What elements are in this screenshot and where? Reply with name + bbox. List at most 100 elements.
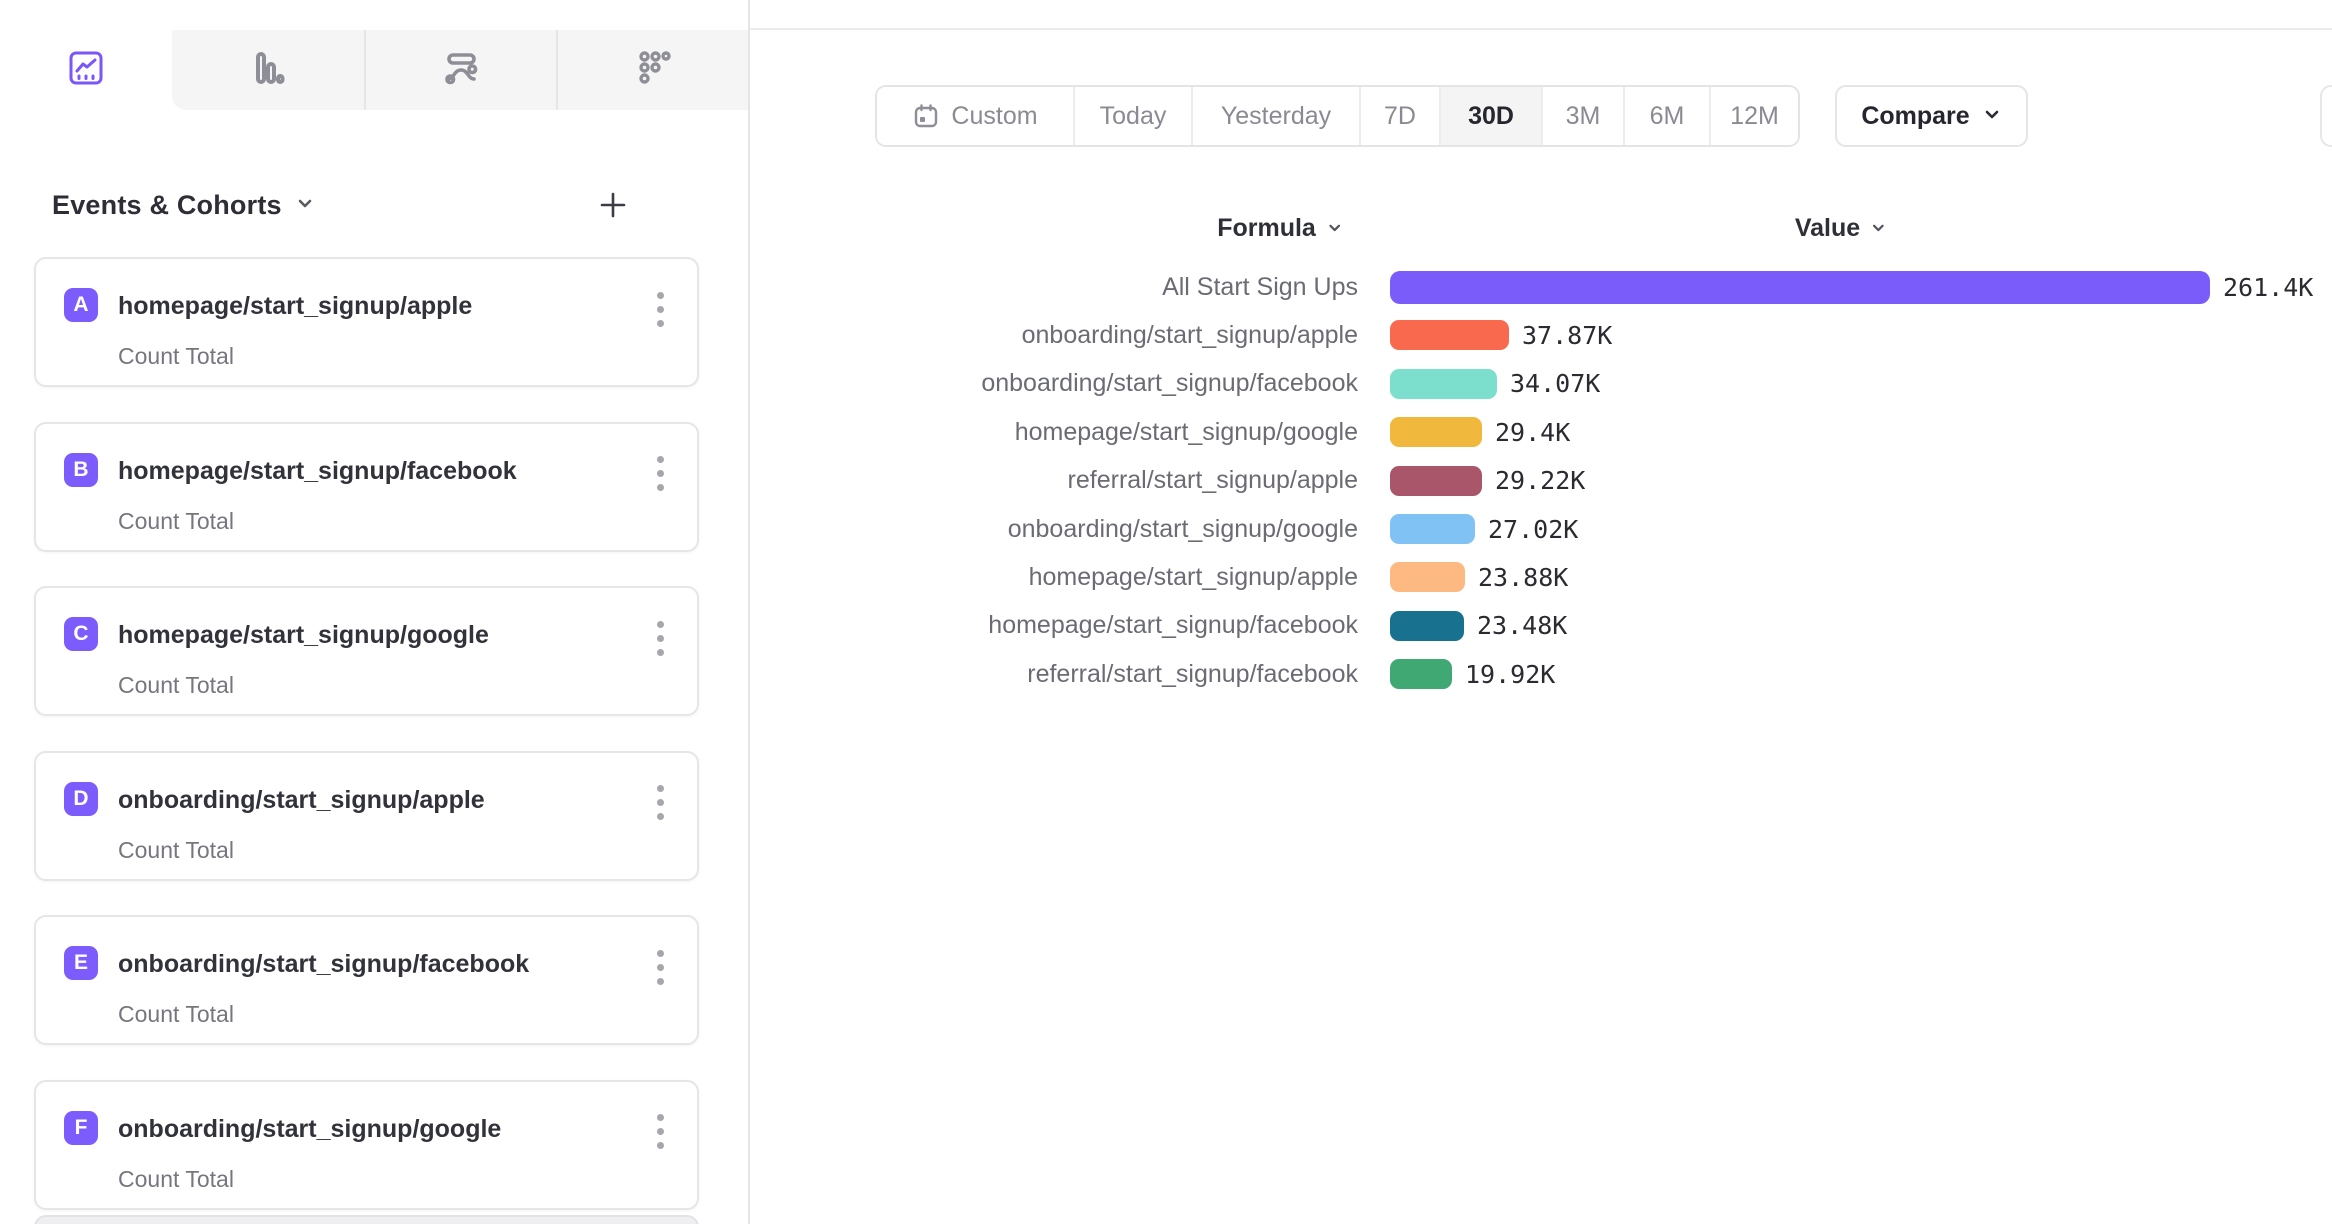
events-cohorts-title[interactable]: Events & Cohorts <box>52 189 282 220</box>
kebab-menu-icon[interactable] <box>645 287 675 331</box>
range-7d[interactable]: 7D <box>1359 87 1439 145</box>
bar-value-label: 29.22K <box>1495 466 1586 496</box>
range-label: 12M <box>1730 101 1779 130</box>
bar-value-label: 19.92K <box>1465 659 1556 689</box>
series-letter-badge: B <box>64 452 98 487</box>
bar-value-label: 261.4K <box>2223 272 2314 302</box>
bar-row: onboarding/start_signup/apple 37.87K <box>0 311 2332 359</box>
bar-area: 29.4K <box>1390 417 1571 448</box>
series-letter-badge: E <box>64 946 98 980</box>
kebab-menu-icon[interactable] <box>645 781 675 825</box>
range-label: 30D <box>1468 101 1514 130</box>
range-custom[interactable]: Custom <box>877 87 1073 145</box>
chevron-down-icon <box>1326 214 1343 243</box>
bar-value-label: 23.88K <box>1478 562 1569 592</box>
bar-value-label: 27.02K <box>1488 514 1579 544</box>
compare-button[interactable]: Compare <box>1835 85 2028 147</box>
flows-icon <box>441 48 481 93</box>
bar[interactable] <box>1390 368 1497 399</box>
value-column-header[interactable]: Value <box>1795 214 1887 243</box>
event-aggregation[interactable]: Count Total <box>118 1001 234 1027</box>
event-aggregation[interactable]: Count Total <box>118 836 234 863</box>
range-label: Today <box>1099 101 1167 130</box>
chevron-down-icon[interactable] <box>294 192 316 219</box>
bar-category-label[interactable]: referral/start_signup/apple <box>1067 466 1358 495</box>
tab-bar-chart[interactable] <box>172 30 364 110</box>
bar-value-label: 29.4K <box>1495 417 1571 447</box>
bar-chart-icon <box>248 48 288 93</box>
bar-category-label[interactable]: referral/start_signup/facebook <box>1027 659 1358 688</box>
range-12m[interactable]: 12M <box>1709 87 1798 145</box>
events-cohorts-header: Events & Cohorts <box>52 182 698 228</box>
bar-area: 27.02K <box>1390 514 1578 544</box>
kebab-menu-icon[interactable] <box>645 452 675 496</box>
bar-category-label[interactable]: All Start Sign Ups <box>1162 272 1358 301</box>
bar-row: onboarding/start_signup/facebook 34.07K <box>0 360 2332 408</box>
range-30d[interactable]: 30D <box>1439 87 1541 145</box>
formula-column-header[interactable]: Formula <box>1217 214 1343 243</box>
bar-category-label[interactable]: onboarding/start_signup/facebook <box>981 369 1358 398</box>
bar-value-label: 34.07K <box>1510 369 1601 399</box>
range-today[interactable]: Today <box>1073 87 1191 145</box>
event-aggregation[interactable]: Count Total <box>118 507 234 534</box>
bar[interactable] <box>1390 270 2210 304</box>
event-aggregation[interactable]: Count Total <box>118 1165 234 1192</box>
kebab-menu-icon[interactable] <box>645 616 675 660</box>
chevron-down-icon <box>1982 102 2002 131</box>
bar-row: homepage/start_signup/google 29.4K <box>0 408 2332 456</box>
bar[interactable] <box>1390 610 1464 641</box>
bar-row: homepage/start_signup/facebook 23.48K <box>0 602 2332 650</box>
bar[interactable] <box>1390 514 1475 544</box>
tab-flows[interactable] <box>364 30 556 110</box>
bar-row: homepage/start_signup/apple 23.88K <box>0 553 2332 601</box>
series-letter-badge: C <box>64 617 98 651</box>
bar[interactable] <box>1390 659 1452 690</box>
range-3m[interactable]: 3M <box>1541 87 1623 145</box>
range-6m[interactable]: 6M <box>1623 87 1709 145</box>
chevron-down-icon <box>1870 214 1887 243</box>
event-aggregation[interactable]: Count Total <box>118 343 234 369</box>
bar[interactable] <box>1390 320 1509 351</box>
top-divider <box>0 28 2332 30</box>
bar-category-label[interactable]: homepage/start_signup/apple <box>1028 562 1358 591</box>
chart-type-tabbar <box>0 30 748 110</box>
tab-retention[interactable] <box>556 30 748 110</box>
kebab-menu-icon[interactable] <box>645 1110 675 1154</box>
event-name: onboarding/start_signup/google <box>118 1114 502 1143</box>
range-label: Custom <box>951 101 1038 130</box>
bar[interactable] <box>1390 417 1482 448</box>
tab-insights-line[interactable] <box>0 30 172 110</box>
event-name: onboarding/start_signup/facebook <box>118 950 530 978</box>
kebab-menu-icon[interactable] <box>645 945 675 989</box>
range-yesterday[interactable]: Yesterday <box>1191 87 1359 145</box>
bar-area: 19.92K <box>1390 659 1556 690</box>
range-label: 7D <box>1384 101 1416 130</box>
bar-category-label[interactable]: onboarding/start_signup/google <box>1007 514 1358 543</box>
formula-header-label: Formula <box>1217 214 1316 242</box>
event-name: homepage/start_signup/google <box>118 621 489 649</box>
add-event-button[interactable] <box>592 184 634 226</box>
bar-area: 34.07K <box>1390 368 1601 399</box>
range-label: 3M <box>1565 101 1601 130</box>
retention-dots-icon <box>632 47 674 94</box>
event-aggregation[interactable]: Count Total <box>118 672 234 698</box>
series-letter-badge: F <box>64 1110 98 1145</box>
bar[interactable] <box>1390 465 1482 496</box>
clipped-edge-button[interactable] <box>2320 85 2332 147</box>
bar-category-label[interactable]: homepage/start_signup/google <box>1014 417 1358 446</box>
bar-category-label[interactable]: onboarding/start_signup/apple <box>1021 320 1358 349</box>
event-name: onboarding/start_signup/apple <box>118 785 485 814</box>
bar[interactable] <box>1390 562 1465 593</box>
bar-area: 37.87K <box>1390 320 1612 351</box>
bar-value-label: 23.48K <box>1477 611 1568 641</box>
bar-category-label[interactable]: homepage/start_signup/facebook <box>988 611 1358 640</box>
bar-row: All Start Sign Ups 261.4K <box>0 263 2332 311</box>
bar-area: 261.4K <box>1390 270 2314 304</box>
